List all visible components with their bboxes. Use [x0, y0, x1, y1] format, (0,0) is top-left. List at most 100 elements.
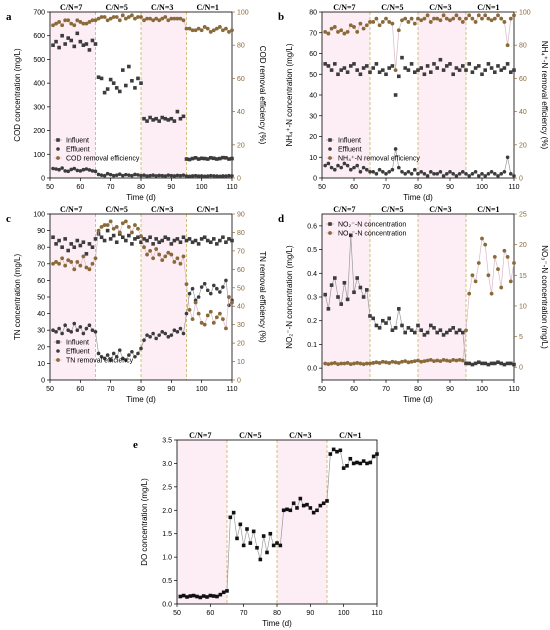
- data-point: [187, 174, 192, 179]
- data-point: [477, 64, 481, 68]
- y-tick-label: 50: [37, 295, 45, 302]
- data-point: [416, 172, 420, 176]
- data-point: [342, 161, 347, 166]
- data-point: [332, 25, 337, 29]
- phase-label: C/N=5: [239, 431, 261, 440]
- data-point: [352, 25, 356, 29]
- data-point: [502, 248, 507, 253]
- data-point: [90, 261, 95, 266]
- data-point: [121, 235, 125, 240]
- data-point: [476, 13, 481, 18]
- phase-band: [466, 214, 514, 380]
- data-point: [288, 508, 293, 513]
- y2-tick-label: 90: [237, 212, 245, 219]
- data-point: [190, 317, 195, 322]
- y-axis-title: NO₂⁻-N concentration (mg/L): [285, 245, 294, 349]
- data-point: [163, 174, 168, 178]
- x-tick-label: 70: [107, 386, 115, 393]
- phase-label: C/N=7: [60, 3, 82, 12]
- data-point: [114, 173, 119, 177]
- data-point: [54, 21, 58, 26]
- y-tick-label: 0.6: [307, 223, 317, 230]
- data-point: [151, 173, 155, 177]
- panel-letter: d: [278, 213, 284, 225]
- data-point: [499, 361, 503, 366]
- data-point: [480, 172, 484, 176]
- data-point: [215, 594, 219, 599]
- data-point: [438, 57, 443, 62]
- data-point: [345, 297, 350, 302]
- data-point: [435, 172, 440, 176]
- data-point: [199, 28, 204, 33]
- y2-tick-label: 5: [519, 334, 523, 341]
- legend-swatch: [328, 138, 332, 142]
- data-point: [323, 361, 328, 366]
- data-point: [193, 300, 198, 305]
- data-point: [208, 30, 213, 34]
- data-point: [178, 16, 183, 21]
- data-point: [96, 16, 101, 21]
- data-point: [160, 115, 165, 120]
- data-point: [301, 503, 306, 508]
- data-point: [342, 31, 347, 36]
- data-point: [221, 155, 225, 160]
- data-point: [214, 315, 219, 320]
- y2-tick-label: 60: [237, 267, 245, 274]
- phase-label: C/N=3: [289, 431, 311, 440]
- data-point: [348, 456, 353, 461]
- x-tick-label: 100: [338, 610, 350, 617]
- data-point: [499, 16, 504, 21]
- data-point: [51, 328, 55, 333]
- data-point: [428, 357, 433, 362]
- data-point: [512, 13, 516, 18]
- y-tick-label: 80: [37, 245, 45, 252]
- data-point: [84, 42, 89, 46]
- y-tick-label: 0.0: [162, 602, 172, 609]
- data-point: [84, 252, 89, 256]
- data-point: [374, 360, 379, 365]
- data-point: [199, 156, 204, 161]
- data-point: [400, 55, 404, 60]
- data-point: [142, 18, 146, 23]
- y-tick-label: 600: [33, 33, 45, 40]
- y2-tick-label: 25: [519, 212, 527, 219]
- data-point: [438, 169, 443, 174]
- data-point: [154, 247, 159, 251]
- data-point: [341, 466, 346, 470]
- data-point: [190, 286, 195, 291]
- data-point: [413, 330, 417, 335]
- y-tick-label: 100: [33, 152, 45, 159]
- data-point: [464, 172, 468, 176]
- data-point: [69, 330, 74, 334]
- data-point: [381, 68, 385, 72]
- y-tick-label: 30: [309, 113, 317, 120]
- data-point: [230, 174, 234, 178]
- y-tick-label: 40: [37, 311, 45, 318]
- data-point: [438, 18, 443, 23]
- data-point: [403, 172, 408, 176]
- data-point: [467, 291, 472, 296]
- data-point: [496, 360, 500, 365]
- data-point: [117, 18, 122, 23]
- y2-tick-label: 0: [237, 378, 241, 385]
- data-point: [157, 240, 161, 245]
- data-point: [60, 23, 65, 28]
- data-point: [178, 173, 183, 178]
- data-point: [198, 595, 203, 600]
- data-point: [196, 26, 201, 31]
- data-point: [496, 64, 500, 68]
- phase-label: C/N=1: [477, 3, 499, 12]
- y-tick-label: 400: [33, 81, 45, 88]
- data-point: [75, 328, 80, 333]
- y-tick-label: 0.2: [307, 318, 317, 325]
- data-point: [63, 18, 68, 23]
- data-point: [245, 527, 249, 531]
- data-point: [384, 16, 388, 21]
- legend-swatch: [328, 222, 332, 226]
- panel-b: C/N=7 C/N=5 C/N=3 C/N=150 60 70 80 90 100 1100102…: [278, 3, 549, 202]
- y-tick-label: 300: [33, 104, 45, 111]
- y2-tick-label: 0: [519, 176, 523, 183]
- data-point: [361, 295, 366, 299]
- data-point: [308, 506, 313, 510]
- data-point: [230, 300, 234, 305]
